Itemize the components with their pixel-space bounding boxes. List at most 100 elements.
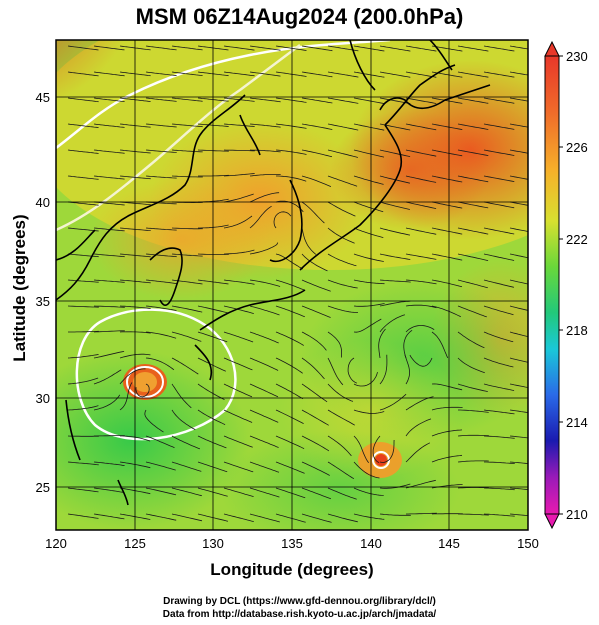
streamline bbox=[223, 461, 254, 473]
streamline bbox=[197, 357, 226, 372]
y-axis-label: Latitude (degrees) bbox=[10, 214, 29, 362]
streamline bbox=[379, 300, 411, 307]
streamline bbox=[509, 383, 528, 388]
streamline bbox=[509, 435, 528, 439]
streamline bbox=[301, 487, 332, 500]
streamline bbox=[301, 435, 330, 452]
streamline bbox=[405, 123, 437, 131]
streamline bbox=[275, 71, 307, 77]
streamline bbox=[483, 149, 515, 156]
streamline bbox=[301, 97, 333, 104]
streamline bbox=[249, 461, 280, 473]
streamline bbox=[353, 175, 384, 185]
streamline bbox=[405, 201, 437, 209]
streamline bbox=[171, 123, 203, 128]
streamline bbox=[249, 383, 279, 398]
streamline bbox=[223, 173, 255, 177]
streamline bbox=[249, 97, 281, 103]
streamline bbox=[353, 513, 385, 520]
streamline bbox=[223, 45, 255, 51]
streamline bbox=[301, 305, 331, 318]
streamline bbox=[249, 71, 281, 77]
streamline bbox=[249, 357, 279, 371]
credit-drawing: Drawing by DCL (https://www.gfd-dennou.o… bbox=[163, 596, 436, 607]
streamline bbox=[67, 513, 99, 519]
streamline bbox=[327, 357, 344, 386]
credit-data-source: Data from http://database.rish.kyoto-u.a… bbox=[162, 609, 437, 620]
streamline bbox=[275, 487, 306, 499]
streamline bbox=[223, 279, 255, 285]
streamline bbox=[379, 175, 410, 184]
streamline bbox=[509, 487, 528, 490]
streamline bbox=[483, 383, 515, 391]
colorbar-tick-label: 226 bbox=[566, 140, 588, 155]
streamline bbox=[145, 45, 177, 51]
streamline bbox=[145, 227, 177, 231]
streamline bbox=[457, 383, 488, 392]
streamline bbox=[457, 487, 489, 489]
streamline bbox=[353, 487, 384, 496]
streamline bbox=[171, 97, 203, 102]
streamline bbox=[67, 201, 99, 206]
streamline bbox=[273, 211, 292, 229]
streamline bbox=[457, 253, 489, 261]
streamline bbox=[353, 149, 385, 158]
streamline bbox=[275, 409, 304, 424]
streamline bbox=[93, 305, 125, 308]
streamline bbox=[509, 409, 528, 413]
streamline bbox=[301, 123, 333, 130]
streamline bbox=[431, 429, 463, 437]
streamline bbox=[93, 513, 125, 520]
streamline bbox=[509, 461, 528, 465]
streamline bbox=[327, 305, 359, 313]
streamline bbox=[509, 357, 528, 363]
streamline bbox=[93, 201, 125, 206]
streamline bbox=[431, 97, 463, 104]
coastlines bbox=[56, 40, 491, 506]
streamline bbox=[483, 487, 515, 491]
streamline bbox=[372, 435, 381, 464]
streamline bbox=[171, 149, 203, 153]
streamline bbox=[301, 279, 331, 292]
streamline bbox=[353, 303, 385, 307]
streamline bbox=[197, 409, 226, 425]
streamline bbox=[431, 149, 463, 157]
streamline bbox=[275, 45, 307, 51]
streamline bbox=[457, 175, 489, 183]
streamline bbox=[509, 305, 528, 311]
y-tick-labels: 25 30 35 40 45 bbox=[36, 90, 50, 495]
streamline bbox=[67, 253, 99, 258]
streamline bbox=[431, 175, 463, 183]
streamline bbox=[405, 175, 437, 183]
streamline bbox=[458, 409, 489, 413]
streamline bbox=[353, 71, 385, 78]
streamline bbox=[93, 45, 125, 51]
streamline bbox=[93, 71, 125, 77]
streamline bbox=[379, 354, 388, 385]
streamline bbox=[379, 253, 411, 260]
streamline bbox=[379, 483, 411, 489]
streamline bbox=[327, 253, 357, 267]
streamline bbox=[353, 45, 385, 52]
streamline bbox=[483, 71, 515, 78]
streamline bbox=[223, 123, 255, 127]
streamline bbox=[145, 123, 177, 128]
streamline bbox=[301, 513, 332, 523]
streamline bbox=[457, 149, 489, 156]
streamline bbox=[353, 123, 385, 131]
streamline bbox=[327, 71, 359, 78]
streamlines bbox=[67, 45, 528, 523]
streamline bbox=[67, 461, 99, 466]
streamline bbox=[223, 71, 255, 77]
streamline bbox=[327, 513, 358, 523]
streamline bbox=[275, 97, 307, 103]
streamline bbox=[301, 149, 333, 158]
streamline bbox=[405, 418, 432, 437]
streamline bbox=[431, 253, 463, 261]
colorbar: 230 226 222 218 214 210 bbox=[544, 40, 588, 530]
streamline bbox=[347, 357, 358, 384]
streamline bbox=[67, 354, 99, 359]
streamline bbox=[67, 45, 99, 51]
map-title: MSM 06Z14Aug2024 (200.0hPa) bbox=[135, 4, 464, 29]
